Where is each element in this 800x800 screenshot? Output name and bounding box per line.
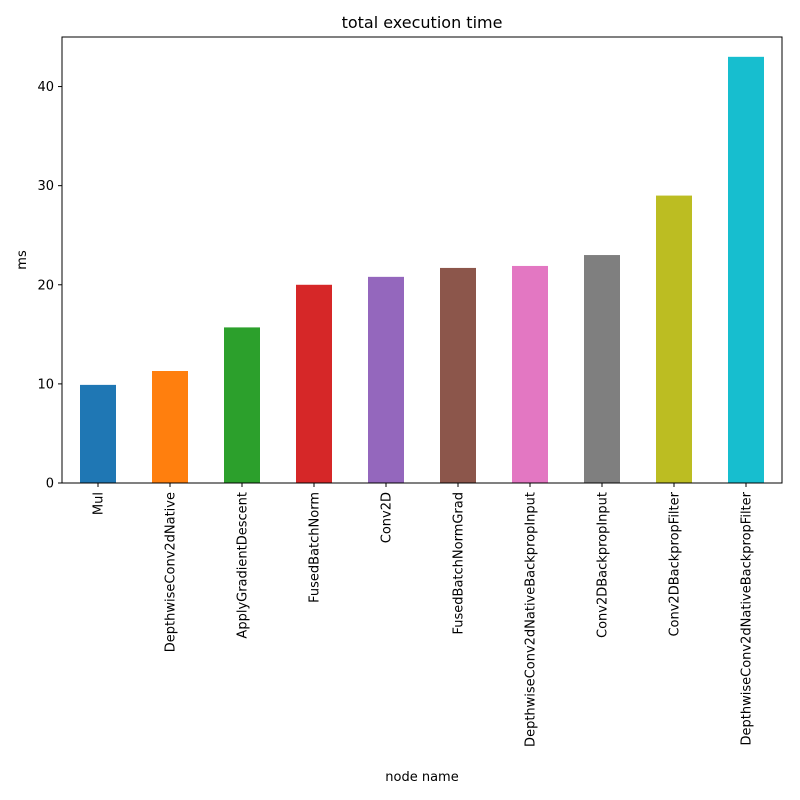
bar-fusedbatchnorm [296, 284, 332, 483]
bar-depthwiseconv2dnativebackpropfilter [728, 56, 764, 483]
bar-mul [80, 384, 116, 483]
chart-title: total execution time [342, 13, 503, 32]
y-tick-label: 10 [37, 377, 54, 392]
x-tick-label: FusedBatchNorm [308, 492, 323, 603]
x-tick-label: DepthwiseConv2dNative [164, 492, 179, 652]
y-tick-label: 30 [37, 179, 54, 194]
y-tick-label: 40 [37, 80, 54, 95]
bar-conv2dbackpropfilter [656, 195, 692, 483]
x-tick-label: DepthwiseConv2dNativeBackpropFilter [740, 491, 755, 745]
bar-depthwiseconv2dnative [152, 371, 188, 483]
x-axis-label: node name [385, 770, 458, 785]
x-tick-label: DepthwiseConv2dNativeBackpropInput [524, 492, 539, 747]
x-tick-label: ApplyGradientDescent [236, 492, 251, 639]
y-tick-label: 0 [46, 477, 54, 492]
y-tick-label: 20 [37, 278, 54, 293]
bar-applygradientdescent [224, 327, 260, 483]
x-tick-label: Conv2DBackpropInput [596, 492, 611, 638]
axes-frame [61, 36, 783, 484]
x-tick-label: FusedBatchNormGrad [452, 492, 467, 635]
x-tick-label: Conv2D [380, 492, 395, 543]
bar-depthwiseconv2dnativebackpropinput [512, 265, 548, 483]
plot-area: 0 10 20 30 40 Mul DepthwiseConv2dNative ApplyGr… [37, 36, 783, 747]
bar-fusedbatchnormgrad [440, 267, 476, 483]
x-tick-label: Mul [92, 492, 107, 515]
y-axis-label: ms [15, 250, 30, 270]
bar-conv2dbackpropinput [584, 255, 620, 483]
x-tick-label: Conv2DBackpropFilter [668, 491, 683, 636]
bar-conv2d [368, 276, 404, 483]
